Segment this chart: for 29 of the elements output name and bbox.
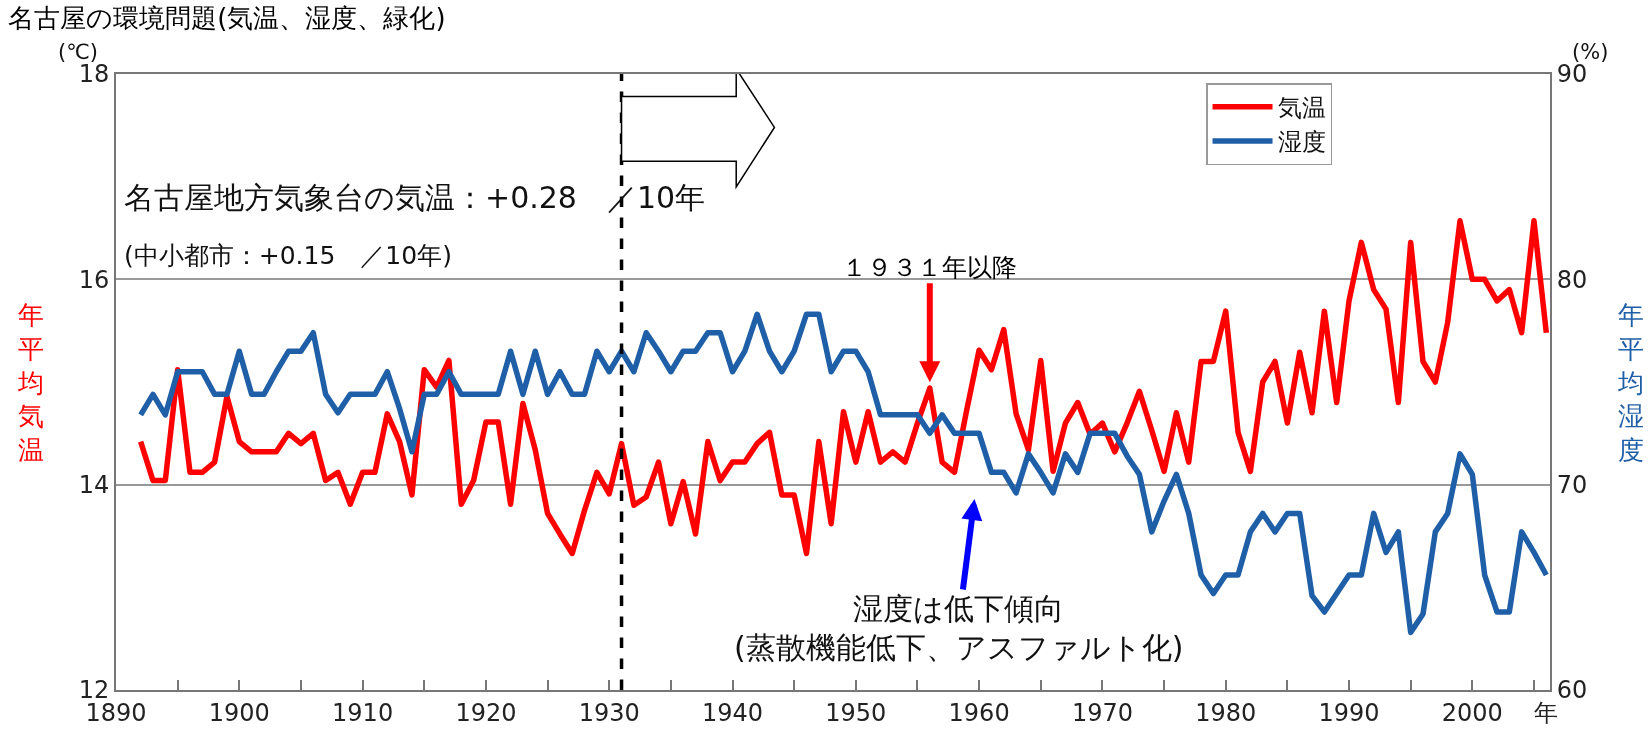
x-tick-label: 1920	[455, 698, 517, 727]
x-tick-label: 1890	[85, 698, 147, 727]
chart-title: 名古屋の環境問題(気温、湿度、緑化)	[8, 3, 446, 34]
x-tick-label: 1950	[825, 698, 887, 727]
text: (℃)	[58, 40, 98, 64]
annotation: (中小都市：+0.15 ／10年)	[124, 241, 452, 270]
x-tick-label: 1940	[701, 698, 764, 727]
x-tick-label: 1990	[1318, 698, 1380, 727]
x-axis-title: 年	[1534, 699, 1558, 727]
y-axis-title: 年平均気温	[17, 300, 44, 466]
y2-axis-title: 年平均湿度	[1617, 300, 1644, 466]
annotation: 名古屋地方気象台の気温：+0.28 ／10年	[124, 180, 706, 215]
x-tick-label: 1980	[1195, 698, 1257, 727]
x-tick-label: 1960	[948, 698, 1010, 727]
y2-tick-label: 80	[1556, 265, 1588, 294]
annotation: 湿度は低下傾向 (蒸散機能低下、アスファルト化)	[734, 591, 1184, 665]
y-tick-label: 16	[78, 265, 110, 294]
y2-tick-label: 70	[1556, 471, 1588, 500]
text: (%)	[1572, 40, 1609, 64]
x-tick-label: 1930	[578, 698, 640, 727]
x-tick-label: 1910	[332, 698, 394, 727]
x-tick-label: 1900	[208, 698, 270, 727]
x-tick-label: 2000	[1441, 698, 1503, 727]
y-tick-label: 14	[78, 471, 110, 500]
annotation: １９３１年以降	[842, 253, 1017, 282]
legend-label: 湿度	[1277, 128, 1326, 157]
legend-label: 気温	[1277, 94, 1326, 123]
x-tick-label: 1970	[1071, 698, 1133, 727]
y2-tick-label: 60	[1556, 676, 1588, 705]
